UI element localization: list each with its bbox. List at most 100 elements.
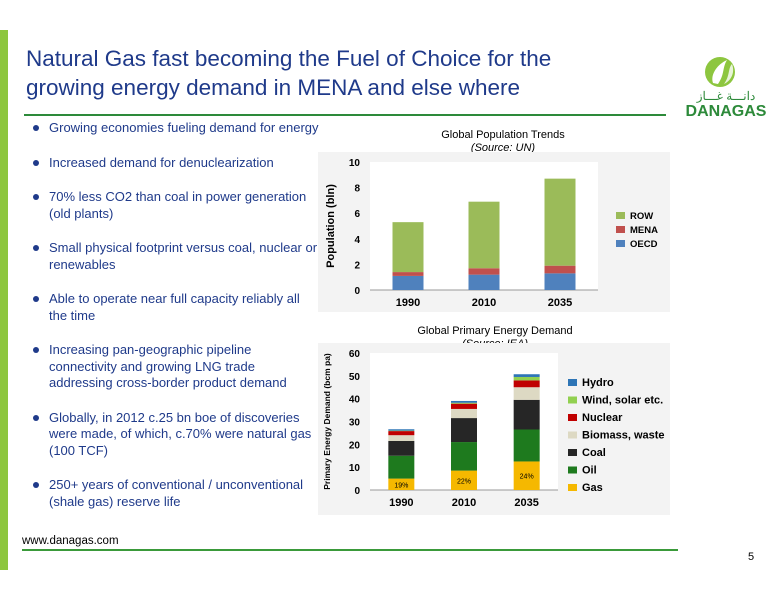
logo-arabic-text: دانـــة غـــاز xyxy=(696,89,756,103)
bullet-dot xyxy=(33,482,39,488)
left-accent-bar xyxy=(0,30,8,570)
bar-segment-hydro xyxy=(513,374,540,377)
logo-emblem-icon: دانـــة غـــاز DANAGAS xyxy=(686,57,767,120)
bullet-item: Small physical footprint versus coal, nu… xyxy=(30,240,320,273)
bar-segment-row xyxy=(544,178,576,266)
bar-segment-gas xyxy=(388,478,415,490)
logo-wordmark: DANAGAS xyxy=(686,103,767,120)
bar-segment-nuclear xyxy=(513,380,540,388)
population-chart: 0 2 4 6 8 10 Population (bln) 1990 2010 2035 ROW ME… xyxy=(318,152,670,312)
bar-segment-mena xyxy=(544,265,576,274)
bullet-item: Able to operate near full capacity relia… xyxy=(30,291,320,324)
bar-segment-coal xyxy=(513,399,540,430)
y-tick-label: 20 xyxy=(349,440,361,451)
bar-segment-gas xyxy=(513,461,540,490)
bar-segment-biomass-waste xyxy=(451,408,477,419)
bullet-item: Growing economies fueling demand for ene… xyxy=(30,120,320,137)
population-chart-title: Global Population Trends xyxy=(441,129,565,141)
y-tick-label: 10 xyxy=(349,158,361,169)
y-tick-label: 60 xyxy=(349,349,361,360)
bullet-list: Growing economies fueling demand for ene… xyxy=(30,120,320,510)
title-line-1: Natural Gas fast becoming the Fuel of Ch… xyxy=(26,46,552,71)
y-axis-label: Primary Energy Demand (bcm pa) xyxy=(322,353,332,490)
bar-segment-nuclear xyxy=(388,431,415,436)
legend-label-wind-solar-etc: Wind, solar etc. xyxy=(582,395,663,407)
legend-swatch-biomass-waste xyxy=(568,431,577,439)
bullet-item: Globally, in 2012 c.25 bn boe of discove… xyxy=(30,410,320,460)
footer-divider xyxy=(22,549,678,551)
bar-segment-coal xyxy=(451,418,477,443)
data-label: 22% xyxy=(457,478,471,485)
bullet-item: Increasing pan-geographic pipeline conne… xyxy=(30,342,320,392)
y-tick-label: 6 xyxy=(354,209,360,220)
bullet-item: 70% less CO2 than coal in power generati… xyxy=(30,189,320,222)
bar-segment-oil xyxy=(388,455,415,479)
bullet-dot xyxy=(33,347,39,353)
y-tick-label: 8 xyxy=(354,184,360,195)
x-tick-label: 1990 xyxy=(396,297,420,309)
y-tick-label: 10 xyxy=(349,463,361,474)
bullet-dot xyxy=(33,245,39,251)
legend-label-biomass-waste: Biomass, waste xyxy=(582,430,665,442)
energy-chart-title: Global Primary Energy Demand xyxy=(417,325,573,337)
bar-segment-oecd xyxy=(392,275,424,290)
legend-label-oil: Oil xyxy=(582,465,597,477)
bar-segment-nuclear xyxy=(451,403,477,409)
legend-label-mena: MENA xyxy=(630,225,658,236)
bullet-dot xyxy=(33,296,39,302)
bar-segment-oil xyxy=(513,429,540,462)
bar-segment-gas xyxy=(451,470,477,490)
bullet-item: Increased demand for denuclearization xyxy=(30,155,320,172)
y-tick-label: 50 xyxy=(349,372,361,383)
legend-label-nuclear: Nuclear xyxy=(582,412,623,424)
bullet-dot xyxy=(33,194,39,200)
y-tick-label: 0 xyxy=(354,486,360,497)
title-divider xyxy=(24,114,666,116)
x-tick-label: 2010 xyxy=(472,297,496,309)
legend-swatch-gas xyxy=(568,484,577,491)
bar-segment-mena xyxy=(468,268,500,275)
legend-label-hydro: Hydro xyxy=(582,377,614,389)
legend-swatch-nuclear xyxy=(568,414,577,421)
legend-swatch-oecd xyxy=(616,240,625,247)
y-tick-label: 4 xyxy=(354,235,360,246)
legend-swatch-oil xyxy=(568,466,577,474)
energy-demand-chart: 0 10 20 30 40 50 60 Primary Energy Demand (bcm … xyxy=(318,343,670,515)
bar-segment-row xyxy=(392,222,424,273)
bullet-dot xyxy=(33,125,39,131)
bar-segment-mena xyxy=(392,272,424,276)
legend-swatch-mena xyxy=(616,226,625,233)
page-number: 5 xyxy=(748,551,755,563)
legend-label-gas: Gas xyxy=(582,482,603,494)
y-tick-label: 0 xyxy=(354,286,360,297)
bar-segment-hydro xyxy=(451,400,477,403)
x-tick-label: 1990 xyxy=(389,497,413,509)
population-chart-title-block: Global Population Trends (Source: UN) xyxy=(388,129,618,155)
legend-swatch-hydro xyxy=(568,379,577,386)
y-tick-label: 2 xyxy=(354,260,360,271)
x-tick-label: 2035 xyxy=(548,297,572,309)
bar-segment-oecd xyxy=(544,273,576,290)
legend-swatch-row xyxy=(616,212,625,219)
bar-segment-biomass-waste xyxy=(513,387,540,400)
bar-segment-biomass-waste xyxy=(388,435,415,441)
bullet-item: 250+ years of conventional / unconventio… xyxy=(30,477,320,510)
bar-segment-wind-solar-etc xyxy=(451,402,477,404)
title-line-2: growing energy demand in MENA and else w… xyxy=(26,75,521,100)
legend-swatch-wind-solar-etc xyxy=(568,396,577,404)
legend-label-row: ROW xyxy=(630,211,653,222)
data-label: 19% xyxy=(394,482,408,489)
bar-segment-hydro xyxy=(388,429,415,431)
legend-swatch-coal xyxy=(568,449,577,456)
bar-segment-oecd xyxy=(468,274,500,290)
y-tick-label: 30 xyxy=(349,418,361,429)
x-tick-label: 2035 xyxy=(514,497,538,509)
legend-label-oecd: OECD xyxy=(630,239,658,250)
bar-segment-row xyxy=(468,201,500,269)
bullet-dot xyxy=(33,414,39,421)
y-tick-label: 40 xyxy=(349,395,361,406)
x-tick-label: 2010 xyxy=(452,497,476,509)
legend-label-coal: Coal xyxy=(582,447,606,459)
footer-url: www.danagas.com xyxy=(22,535,119,547)
bar-segment-coal xyxy=(388,440,415,456)
